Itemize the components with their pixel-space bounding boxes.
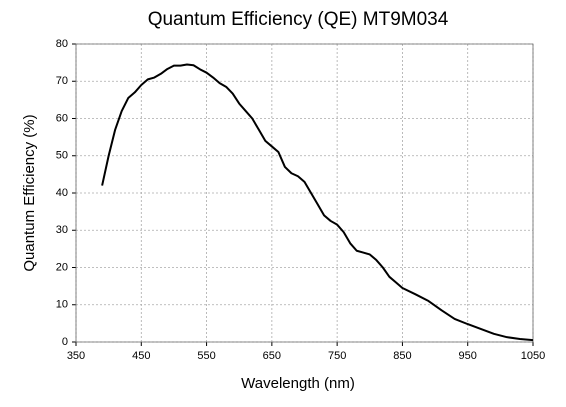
x-tick-label: 450 bbox=[132, 350, 150, 362]
y-tick-label: 10 bbox=[56, 299, 68, 311]
plot-frame bbox=[75, 43, 534, 343]
x-tick-label: 350 bbox=[67, 350, 85, 362]
data-line bbox=[101, 63, 534, 342]
x-tick-label: 650 bbox=[263, 350, 281, 362]
y-tick-label: 60 bbox=[56, 112, 68, 124]
x-tick-label: 550 bbox=[197, 350, 215, 362]
y-tick-label: 70 bbox=[56, 75, 68, 87]
x-tick-label: 850 bbox=[393, 350, 411, 362]
x-tick-label: 750 bbox=[328, 350, 346, 362]
y-tick-label: 50 bbox=[56, 150, 68, 162]
y-axis-label: Quantum Efficiency (%) bbox=[21, 114, 38, 271]
chart-title: Quantum Efficiency (QE) MT9M034 bbox=[148, 9, 449, 30]
y-tick-label: 40 bbox=[56, 187, 68, 199]
y-tick-label: 30 bbox=[56, 224, 68, 236]
y-tick-label: 0 bbox=[62, 336, 68, 348]
x-tick-label: 1050 bbox=[521, 350, 545, 362]
x-axis-label: Wavelength (nm) bbox=[241, 375, 355, 392]
y-tick-label: 80 bbox=[56, 38, 68, 50]
y-tick-label: 20 bbox=[56, 261, 68, 273]
x-tick-label: 950 bbox=[459, 350, 477, 362]
